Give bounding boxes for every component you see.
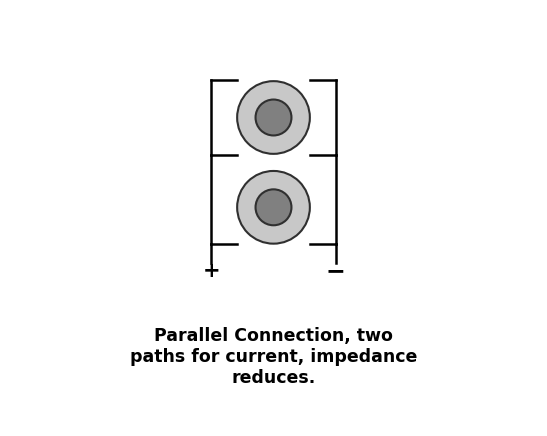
Text: −: − bbox=[325, 259, 345, 283]
Text: +: + bbox=[203, 262, 220, 282]
Text: Parallel Connection, two
paths for current, impedance
reduces.: Parallel Connection, two paths for curre… bbox=[130, 327, 417, 387]
Circle shape bbox=[237, 81, 310, 154]
Circle shape bbox=[237, 171, 310, 244]
Circle shape bbox=[255, 99, 292, 136]
Circle shape bbox=[255, 189, 292, 225]
